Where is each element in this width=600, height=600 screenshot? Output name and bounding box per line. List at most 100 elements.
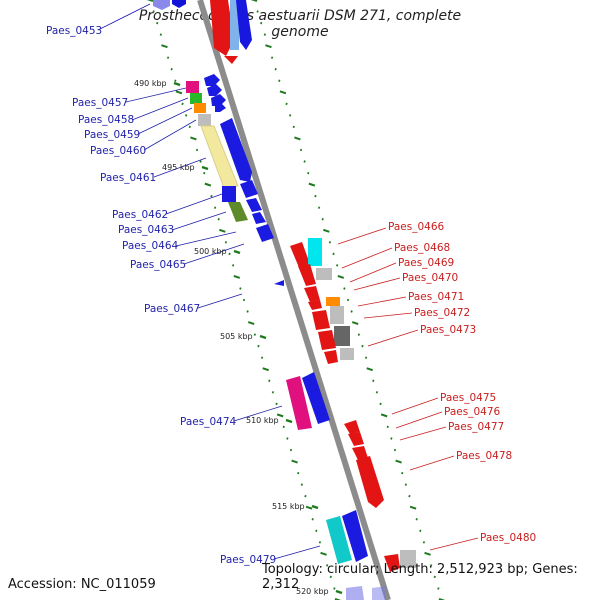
gene-label-right[interactable]: Paes_0480: [480, 532, 536, 544]
gene-feature-blue-0479[interactable]: [342, 510, 368, 562]
gene-feature-blue-g[interactable]: [252, 212, 266, 224]
gene-feature-blue-top[interactable]: [172, 0, 186, 8]
gene-feature-0467[interactable]: [274, 280, 284, 286]
kbp-marker-label: 490 kbp: [134, 79, 167, 88]
gene-feature-0480[interactable]: [400, 550, 416, 568]
gene-feature-red-j[interactable]: [312, 310, 330, 330]
gene-feature-0472[interactable]: [330, 306, 344, 324]
gene-label-left[interactable]: Paes_0460: [90, 145, 146, 157]
gene-label-right[interactable]: Paes_0469: [398, 257, 454, 269]
gene-feature-0479[interactable]: [326, 516, 352, 564]
gene-label-left[interactable]: Paes_0464: [122, 240, 179, 252]
tick-mark: [279, 90, 287, 95]
gene-leader-line: [395, 411, 443, 429]
gene-feature-0469[interactable]: [316, 268, 332, 280]
gene-feature-0473-dark[interactable]: [334, 326, 350, 346]
gene-label-right[interactable]: Paes_0472: [414, 307, 470, 319]
tick-mark: [343, 287, 346, 290]
gene-feature-0476[interactable]: [348, 432, 364, 446]
tick-mark: [346, 298, 350, 302]
tick-mark: [351, 321, 359, 326]
tick-mark: [297, 471, 300, 475]
gene-label-left[interactable]: Paes_0462: [112, 209, 168, 221]
tick-mark: [265, 44, 272, 49]
gene-feature-bottom-faded2[interactable]: [372, 586, 386, 600]
gene-label-left[interactable]: Paes_0459: [84, 129, 140, 141]
tick-mark: [213, 206, 217, 209]
kbp-markers: 490 kbp 495 kbp 500 kbp 505 kbp 510 kbp 515 k…: [134, 79, 343, 596]
tick-tracks: [146, 0, 446, 600]
gene-label-left[interactable]: Paes_0465: [130, 259, 186, 271]
gene-feature-0459[interactable]: [194, 103, 206, 113]
gene-label-left[interactable]: Paes_0458: [78, 114, 134, 126]
gene-feature-blue-top2[interactable]: [236, 0, 252, 50]
gene-feature-lightblue-top[interactable]: [230, 0, 239, 50]
gene-feature-0475[interactable]: [344, 420, 360, 434]
gene-feature-0457[interactable]: [186, 81, 199, 93]
tick-mark: [415, 517, 418, 521]
tick-mark: [390, 437, 393, 440]
tick-mark: [386, 425, 389, 429]
gene-label-right[interactable]: Paes_0475: [440, 392, 496, 404]
gene-feature-blue-a[interactable]: [204, 74, 220, 86]
gene-feature-0466[interactable]: [308, 238, 322, 266]
gene-feature-red-k[interactable]: [318, 330, 336, 350]
gene-label-right[interactable]: Paes_0470: [402, 272, 458, 284]
tick-mark: [320, 551, 327, 556]
gene-label-right[interactable]: Paes_0476: [444, 406, 501, 418]
gene-feature-red-l[interactable]: [324, 350, 338, 364]
gene-feature-blue-0474[interactable]: [302, 372, 330, 424]
tick-mark: [271, 391, 275, 394]
gene-feature-0461[interactable]: [200, 125, 239, 189]
gene-feature-blue-c[interactable]: [211, 94, 226, 106]
gene-feature-blue-b[interactable]: [207, 84, 222, 96]
gene-label-left[interactable]: Paes_0457: [72, 97, 128, 109]
gene-label-right[interactable]: Paes_0468: [394, 242, 450, 254]
gene-feature-0474[interactable]: [286, 376, 312, 430]
gene-label-left[interactable]: Paes_0453: [46, 25, 102, 37]
gene-feature-0460[interactable]: [198, 114, 211, 126]
gene-feature-bottom-faded[interactable]: [346, 586, 364, 600]
tick-mark: [218, 228, 226, 233]
gene-feature-red-small-top[interactable]: [224, 56, 238, 64]
gene-feature-0468[interactable]: [298, 264, 316, 286]
gene-label-right[interactable]: Paes_0471: [408, 291, 464, 303]
gene-label-right[interactable]: Paes_0477: [448, 421, 504, 433]
gene-label-left[interactable]: Paes_0474: [180, 416, 237, 428]
gene-feature-0462[interactable]: [222, 186, 236, 202]
gene-feature-0471[interactable]: [326, 297, 340, 306]
gene-feature-0470[interactable]: [304, 286, 320, 302]
gene-feature-red-i[interactable]: [308, 300, 322, 310]
tick-mark: [274, 67, 277, 71]
tick-mark: [307, 171, 310, 175]
tick-mark: [270, 56, 274, 59]
gene-label-left[interactable]: Paes_0467: [144, 303, 200, 315]
gene-label-left[interactable]: Paes_0463: [118, 224, 174, 236]
gene-label-right[interactable]: Paes_0478: [456, 450, 512, 462]
gene-label-right[interactable]: Paes_0466: [388, 221, 445, 233]
gene-feature-0480-red[interactable]: [384, 554, 400, 572]
tick-mark: [268, 379, 271, 383]
gene-feature-blue-f[interactable]: [246, 198, 262, 212]
tick-mark: [305, 505, 313, 510]
gene-feature-blue-d[interactable]: [215, 104, 226, 112]
tick-mark: [328, 241, 332, 244]
gene-labels: Paes_0453 Paes_0457 Paes_0458 Paes_0459 Paes…: [46, 25, 536, 566]
gene-label-left[interactable]: Paes_0479: [220, 554, 276, 566]
gene-label-right[interactable]: Paes_0473: [420, 324, 476, 336]
gene-feature-blue-h[interactable]: [256, 224, 274, 242]
gene-feature-0477[interactable]: [352, 446, 368, 460]
tick-mark: [422, 541, 426, 544]
gene-label-left[interactable]: Paes_0461: [100, 172, 156, 184]
gene-feature-0463[interactable]: [228, 202, 248, 222]
gene-feature-0453-top[interactable]: [153, 0, 170, 10]
gene-feature-0466-red[interactable]: [290, 242, 310, 270]
gene-feature-blue-long[interactable]: [220, 118, 252, 182]
kbp-marker-label: 500 kbp: [194, 247, 227, 256]
gene-feature-0478[interactable]: [356, 456, 384, 508]
gene-feature-red-top[interactable]: [210, 0, 234, 56]
gene-feature-0458[interactable]: [190, 93, 202, 104]
gene-feature-0473[interactable]: [340, 348, 354, 360]
tick-mark: [393, 448, 397, 452]
gene-feature-blue-e[interactable]: [240, 180, 258, 198]
